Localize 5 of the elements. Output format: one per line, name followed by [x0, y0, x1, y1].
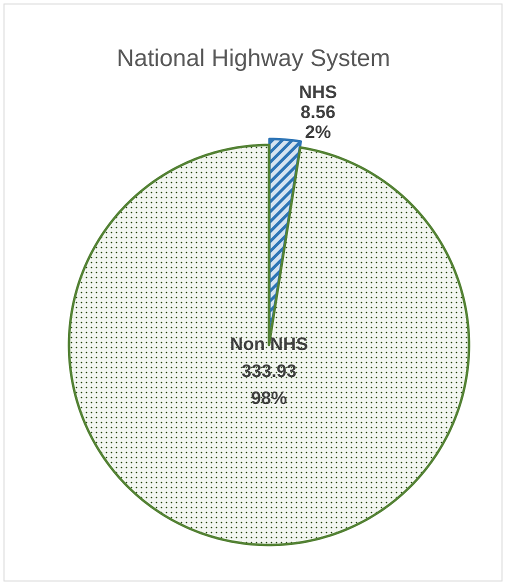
slice-label: Non NHS: [230, 334, 308, 354]
chart-title: National Highway System: [116, 45, 390, 72]
slice-label: NHS: [298, 82, 338, 102]
data-label: 8.56 2%: [300, 102, 336, 142]
data-label: 333.93 98%: [241, 361, 297, 408]
